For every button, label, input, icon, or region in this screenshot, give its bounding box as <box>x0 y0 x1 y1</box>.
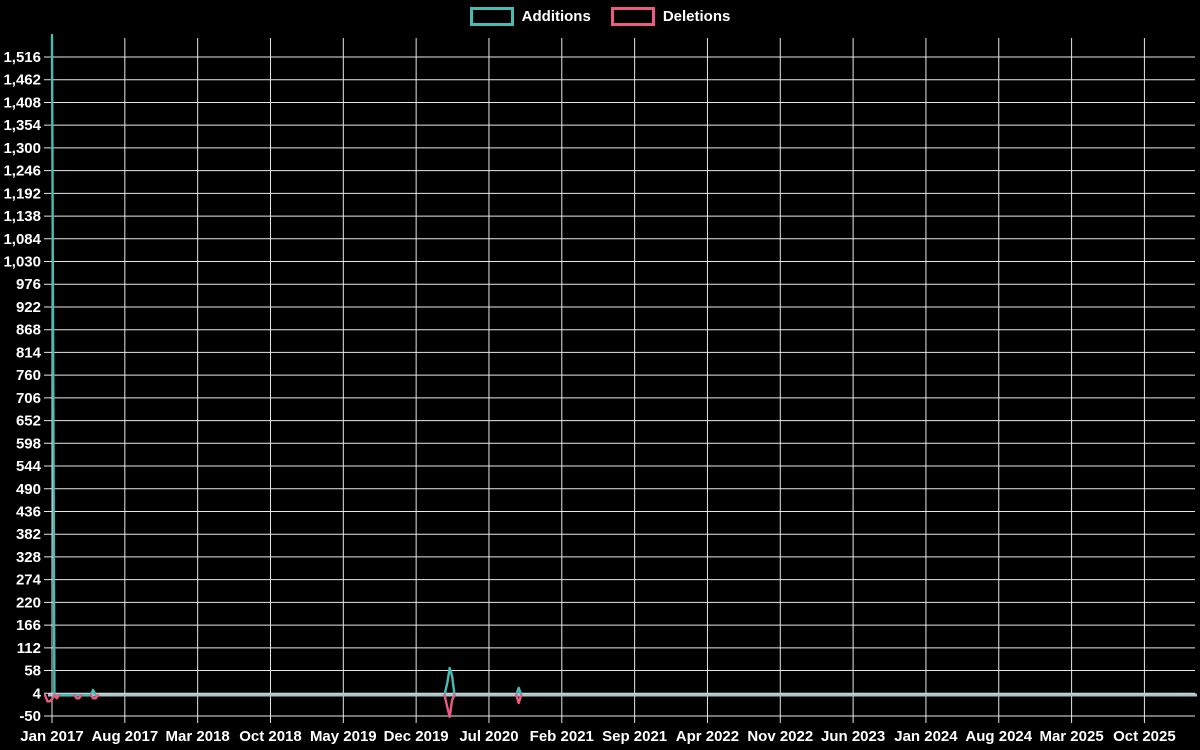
deletions-line <box>443 693 456 718</box>
additions-line <box>443 666 456 697</box>
y-tick-label: 382 <box>16 526 41 543</box>
legend-label-deletions: Deletions <box>662 8 731 25</box>
legend-label-additions: Additions <box>521 8 591 25</box>
x-tick-label: Nov 2022 <box>747 728 813 745</box>
y-tick-label: 1,408 <box>3 94 41 111</box>
y-tick-label: 490 <box>16 481 41 498</box>
y-tick-label: 976 <box>16 276 41 293</box>
x-tick-label: Jun 2023 <box>821 728 885 745</box>
x-tick-label: Mar 2018 <box>166 728 230 745</box>
y-tick-label: 652 <box>16 413 41 430</box>
y-tick-label: 1,354 <box>3 117 41 134</box>
y-tick-label: 1,138 <box>3 208 41 225</box>
y-tick-label: 1,516 <box>3 49 41 66</box>
y-tick-label: 922 <box>16 299 41 316</box>
y-tick-label: 1,030 <box>3 254 41 271</box>
y-tick-label: 1,192 <box>3 185 41 202</box>
y-tick-label: 4 <box>33 685 42 702</box>
y-tick-label: 1,084 <box>3 231 41 248</box>
y-tick-label: 706 <box>16 390 41 407</box>
x-tick-label: Dec 2019 <box>384 728 449 745</box>
additions-line <box>50 33 97 697</box>
deletions-line <box>43 693 61 703</box>
y-tick-label: 274 <box>16 572 42 589</box>
x-tick-label: Aug 2024 <box>965 728 1032 745</box>
y-tick-label: -50 <box>19 708 41 725</box>
chart-legend: Additions Deletions <box>0 7 1200 26</box>
x-tick-label: Oct 2018 <box>239 728 302 745</box>
y-tick-label: 166 <box>16 617 41 634</box>
y-tick-label: 220 <box>16 594 41 611</box>
legend-item-additions[interactable]: Additions <box>469 7 591 26</box>
x-tick-label: Jan 2024 <box>894 728 958 745</box>
x-tick-label: May 2019 <box>310 728 377 745</box>
additions-line <box>515 686 523 697</box>
y-tick-label: 1,246 <box>3 163 41 180</box>
y-tick-label: 1,300 <box>3 140 41 157</box>
y-tick-label: 868 <box>16 322 41 339</box>
additions-swatch-icon <box>469 7 514 26</box>
x-tick-label: Oct 2025 <box>1113 728 1176 745</box>
deletions-line <box>73 693 83 700</box>
y-tick-label: 814 <box>16 344 42 361</box>
y-tick-label: 58 <box>24 663 41 680</box>
deletions-swatch-icon <box>610 7 655 26</box>
x-tick-label: Jan 2017 <box>20 728 83 745</box>
legend-item-deletions[interactable]: Deletions <box>610 7 731 26</box>
y-tick-label: 328 <box>16 549 41 566</box>
x-tick-label: Aug 2017 <box>91 728 158 745</box>
x-tick-label: Apr 2022 <box>676 728 739 745</box>
deletions-line <box>89 693 100 700</box>
y-tick-label: 436 <box>16 503 41 520</box>
y-tick-label: 1,462 <box>3 72 41 89</box>
x-tick-label: Sep 2021 <box>602 728 667 745</box>
y-tick-label: 544 <box>16 458 42 475</box>
x-tick-label: Jul 2020 <box>459 728 518 745</box>
y-tick-label: 760 <box>16 367 41 384</box>
x-tick-label: Feb 2021 <box>530 728 594 745</box>
y-tick-label: 598 <box>16 435 41 452</box>
deletions-line <box>515 693 523 705</box>
x-tick-label: Mar 2025 <box>1039 728 1103 745</box>
y-tick-label: 112 <box>17 640 41 657</box>
